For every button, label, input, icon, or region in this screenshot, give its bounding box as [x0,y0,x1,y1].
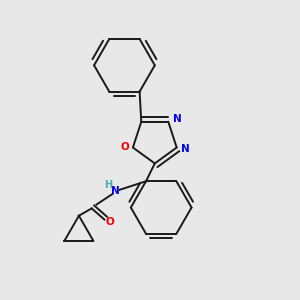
Text: O: O [120,142,129,152]
Text: N: N [181,144,190,154]
Text: N: N [111,186,120,196]
Text: N: N [173,114,182,124]
Text: H: H [105,180,113,190]
Text: O: O [105,217,114,227]
